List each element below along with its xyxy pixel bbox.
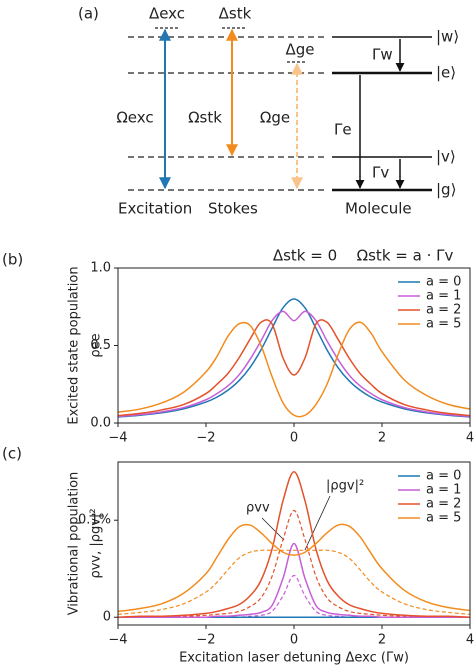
legend-label: a = 5: [426, 317, 461, 332]
x-tick-label: 4: [466, 633, 474, 648]
plot: −4 −2 0 2 4 0.0 0.5 1.0 (b) Δstk = 0 Ωstk = a · Γv…: [2, 247, 474, 446]
legend-label: a = 5: [426, 511, 461, 526]
x-tick-label: −2: [196, 431, 215, 446]
annotations: ρvv |ρgv|²: [246, 479, 364, 551]
series-line: [118, 542, 470, 619]
state-label: |g⟩: [436, 181, 456, 199]
x-tick-label: 0: [290, 431, 298, 446]
detuning-label: Δexc: [149, 5, 185, 23]
y-tick-label: 0.1%: [78, 513, 111, 528]
legend-label: a = 1: [426, 289, 461, 304]
series-line: [118, 549, 470, 615]
decay-label: Γv: [372, 164, 389, 182]
series-line: [118, 523, 470, 613]
annotation: ρvv: [246, 501, 270, 516]
legend-label: a = 2: [426, 497, 461, 512]
legend-label: a = 1: [426, 483, 461, 498]
column-label: Molecule: [345, 200, 412, 218]
y-tick-label: 0: [103, 610, 111, 625]
x-tick-label: 2: [378, 633, 386, 648]
rabi-label: Ωexc: [116, 109, 153, 127]
rabi-label: Ωstk: [188, 109, 222, 127]
x-tick-label: −2: [196, 633, 215, 648]
series-line: [118, 310, 470, 418]
series-line: [118, 298, 470, 418]
rabi-label: Ωge: [260, 109, 290, 127]
x-axis-label: Excitation laser detuning Δexc (Γw): [179, 651, 409, 666]
state-label: |e⟩: [436, 64, 456, 82]
x-tick-label: −4: [108, 633, 127, 648]
y-tick-label: 0.0: [90, 416, 111, 431]
plot: −4 −2 0 2 4 0 0.1% (c) Vibrational population ρvv…: [2, 445, 474, 666]
panel-label: (c): [2, 445, 22, 463]
series-line: [118, 319, 470, 417]
chart-title: Δstk = 0: [273, 247, 337, 265]
state-label: |w⟩: [436, 28, 459, 46]
series-line: [118, 509, 470, 618]
series-line: [118, 470, 470, 618]
annotation: |ρgv|²: [326, 479, 364, 494]
decay-label: Γw: [372, 46, 393, 64]
legend-label: a = 0: [426, 469, 461, 484]
x-tick-label: 4: [466, 431, 474, 446]
series-line: [118, 321, 470, 418]
y-tick-label: 1.0: [90, 261, 111, 276]
legend-label: a = 0: [426, 275, 461, 290]
level-diagram: (a) Δexc Δstk Δge Ωexc Ωstk Ωge Γw Γe Γv…: [78, 5, 459, 218]
detuning-label: Δge: [285, 41, 314, 59]
x-tick-label: −4: [108, 431, 127, 446]
series-line: [118, 574, 470, 618]
detuning-label: Δstk: [219, 5, 252, 23]
y-axis-label: Excited state population: [67, 266, 82, 424]
x-tick-label: 2: [378, 431, 386, 446]
column-label: Excitation: [118, 200, 192, 218]
chart-title: Ωstk = a · Γv: [357, 247, 454, 265]
state-label: |v⟩: [436, 148, 456, 166]
panel-label: (a): [78, 5, 99, 23]
annotation-leader: [304, 495, 331, 551]
y-axis-label: ρvv, |ρgv|²: [89, 508, 104, 578]
y-tick-label: 0.5: [90, 338, 111, 353]
y-axis-label: Vibrational population: [67, 472, 82, 616]
decay-label: Γe: [334, 121, 352, 139]
column-label: Stokes: [208, 200, 258, 218]
legend-label: a = 2: [426, 303, 461, 318]
x-tick-label: 0: [290, 633, 298, 648]
y-axis-label: ρee: [89, 333, 104, 357]
panel-label: (b): [2, 251, 23, 269]
annotation-leader: [261, 517, 285, 541]
